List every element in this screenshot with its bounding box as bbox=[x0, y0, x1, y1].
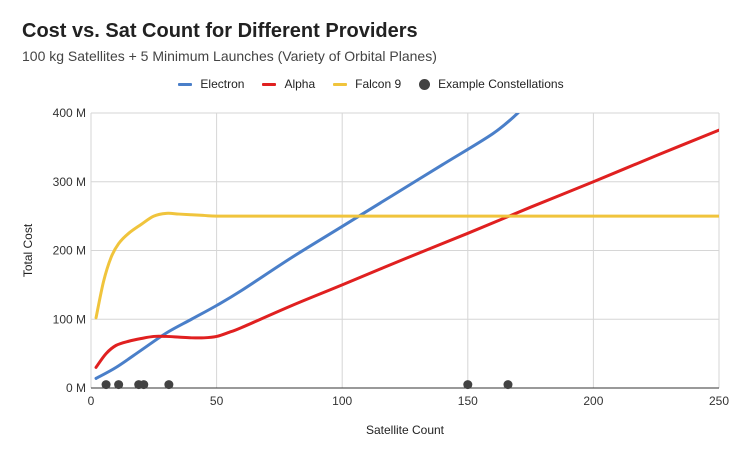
y-tick-label: 300 M bbox=[53, 175, 86, 189]
legend-item-example-constellations[interactable]: Example Constellations bbox=[419, 77, 564, 91]
legend-label-electron: Electron bbox=[200, 77, 245, 91]
legend-item-alpha[interactable]: Alpha bbox=[262, 77, 315, 91]
data-point-example-constellations bbox=[503, 380, 513, 390]
legend-swatch-alpha bbox=[262, 82, 277, 86]
y-tick-label: 400 M bbox=[53, 106, 86, 120]
y-tick-label: 100 M bbox=[53, 312, 86, 326]
data-point-example-constellations bbox=[463, 380, 473, 390]
legend-label-falcon-9: Falcon 9 bbox=[355, 77, 402, 91]
x-tick-label: 50 bbox=[210, 394, 224, 408]
series-line-falcon-9 bbox=[94, 211, 719, 320]
x-tick-label: 200 bbox=[583, 394, 603, 408]
chart-subtitle: 100 kg Satellites + 5 Minimum Launches (… bbox=[22, 48, 437, 64]
legend-item-electron[interactable]: Electron bbox=[178, 77, 244, 91]
legend: Electron Alpha Falcon 9 Example Constell… bbox=[0, 77, 742, 91]
x-tick-label: 100 bbox=[332, 394, 352, 408]
x-tick-label: 0 bbox=[88, 394, 95, 408]
legend-label-example-constellations: Example Constellations bbox=[438, 77, 564, 91]
data-point-example-constellations bbox=[101, 380, 111, 390]
legend-swatch-falcon-9 bbox=[333, 82, 348, 86]
y-tick-label: 200 M bbox=[53, 244, 86, 258]
series-line-electron bbox=[94, 113, 520, 380]
x-tick-label: 150 bbox=[458, 394, 478, 408]
data-point-example-constellations bbox=[114, 380, 124, 390]
legend-label-alpha: Alpha bbox=[284, 77, 316, 91]
legend-swatch-example-constellations bbox=[419, 78, 431, 90]
x-tick-label: 250 bbox=[709, 394, 729, 408]
chart-title: Cost vs. Sat Count for Different Provide… bbox=[22, 20, 418, 42]
data-point-example-constellations bbox=[139, 380, 149, 390]
data-point-example-constellations bbox=[164, 380, 174, 390]
legend-item-falcon-9[interactable]: Falcon 9 bbox=[333, 77, 401, 91]
legend-swatch-electron bbox=[178, 82, 193, 86]
y-tick-label: 0 M bbox=[66, 381, 86, 395]
x-axis-title: Satellite Count bbox=[366, 423, 445, 437]
series-line-alpha bbox=[94, 128, 719, 369]
y-axis-title: Total Cost bbox=[21, 223, 35, 277]
